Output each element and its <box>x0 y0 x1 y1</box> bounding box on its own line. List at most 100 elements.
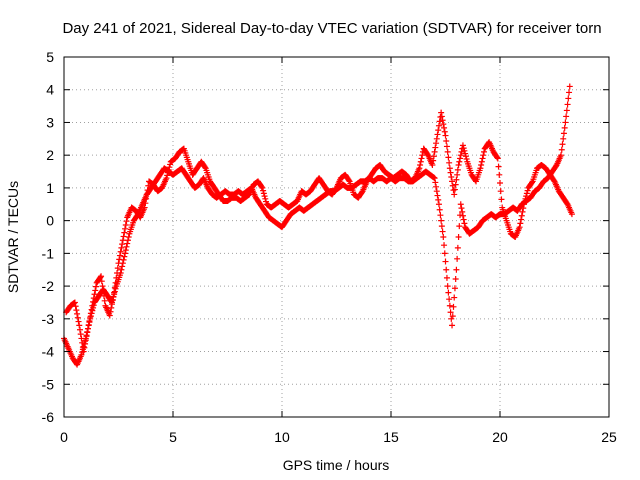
x-tick-label: 0 <box>60 429 68 445</box>
data-point <box>452 276 459 282</box>
data-point <box>459 212 466 219</box>
data-point <box>97 274 104 281</box>
data-point <box>443 266 450 273</box>
data-point <box>86 318 93 324</box>
data-point <box>430 157 437 164</box>
data-point <box>125 234 132 240</box>
data-point <box>458 148 465 155</box>
data-point <box>521 198 528 205</box>
data-point <box>80 348 87 355</box>
data-point <box>520 205 527 212</box>
data-point <box>443 143 450 150</box>
data-point <box>438 217 445 224</box>
data-point <box>446 296 453 303</box>
data-point <box>116 252 123 259</box>
data-point <box>460 145 467 152</box>
data-point <box>455 234 462 240</box>
data-point <box>518 216 525 223</box>
data-point <box>143 191 150 198</box>
data-point <box>438 113 445 120</box>
data-point <box>416 165 423 172</box>
data-point <box>72 303 79 310</box>
data-point <box>90 298 97 305</box>
x-tick-label: 20 <box>492 429 508 445</box>
data-point <box>258 183 265 190</box>
data-point <box>451 294 458 301</box>
data-point <box>84 329 91 336</box>
data-point <box>443 274 450 281</box>
y-tick-label: -2 <box>42 278 55 294</box>
data-point <box>449 322 456 329</box>
data-point <box>73 307 80 314</box>
data-point <box>439 117 446 124</box>
data-point <box>141 204 148 211</box>
data-point <box>494 154 501 161</box>
data-point <box>566 83 573 90</box>
data-point <box>436 118 443 125</box>
data-point <box>446 165 453 172</box>
data-point <box>524 187 531 194</box>
data-point <box>124 237 131 244</box>
data-point <box>454 166 461 173</box>
data-point <box>455 162 462 168</box>
data-point <box>437 212 444 219</box>
data-point <box>417 162 424 168</box>
data-point <box>462 153 469 160</box>
data-point <box>440 234 447 240</box>
data-point <box>441 242 448 249</box>
data-point <box>142 200 149 207</box>
y-tick-label: 1 <box>46 180 54 196</box>
data-point <box>438 109 445 116</box>
data-point <box>78 335 85 342</box>
data-point <box>441 124 448 131</box>
data-point <box>454 171 461 178</box>
data-point <box>111 284 118 291</box>
data-point <box>100 288 107 294</box>
data-point <box>87 314 94 321</box>
data-point <box>563 107 570 114</box>
x-axis-label: GPS time / hours <box>283 457 390 473</box>
data-point <box>201 164 208 171</box>
data-point <box>90 295 97 302</box>
data-point <box>123 243 130 250</box>
data-point <box>451 186 458 193</box>
data-point <box>71 299 78 306</box>
data-point <box>451 285 458 292</box>
data-point <box>436 206 443 213</box>
data-point <box>100 292 107 299</box>
data-point <box>122 222 129 228</box>
data-point <box>496 171 503 178</box>
data-point <box>563 113 570 120</box>
data-point <box>560 135 567 142</box>
data-point <box>445 289 452 296</box>
data-point <box>79 339 86 346</box>
data-point <box>113 274 120 281</box>
data-point <box>260 190 267 197</box>
data-point <box>445 154 452 161</box>
data-point <box>458 205 465 212</box>
data-point <box>440 121 447 128</box>
data-point <box>463 156 470 162</box>
data-point <box>520 201 527 208</box>
data-point <box>144 187 151 194</box>
data-point <box>461 220 468 227</box>
data-point <box>261 193 268 200</box>
x-tick-label: 10 <box>274 429 290 445</box>
data-point <box>145 182 152 189</box>
data-point <box>477 165 484 172</box>
data-point <box>448 315 455 322</box>
data-point <box>459 208 466 215</box>
data-point <box>516 224 523 231</box>
data-point <box>101 297 108 304</box>
data-points <box>61 83 575 368</box>
data-point <box>441 250 448 257</box>
data-point <box>262 195 269 202</box>
data-point <box>419 152 426 159</box>
data-point <box>82 340 89 347</box>
y-tick-label: -4 <box>42 344 55 360</box>
data-point <box>459 142 466 149</box>
data-point <box>454 244 461 251</box>
data-point <box>120 233 127 240</box>
data-point <box>443 138 450 144</box>
data-point <box>118 266 125 273</box>
